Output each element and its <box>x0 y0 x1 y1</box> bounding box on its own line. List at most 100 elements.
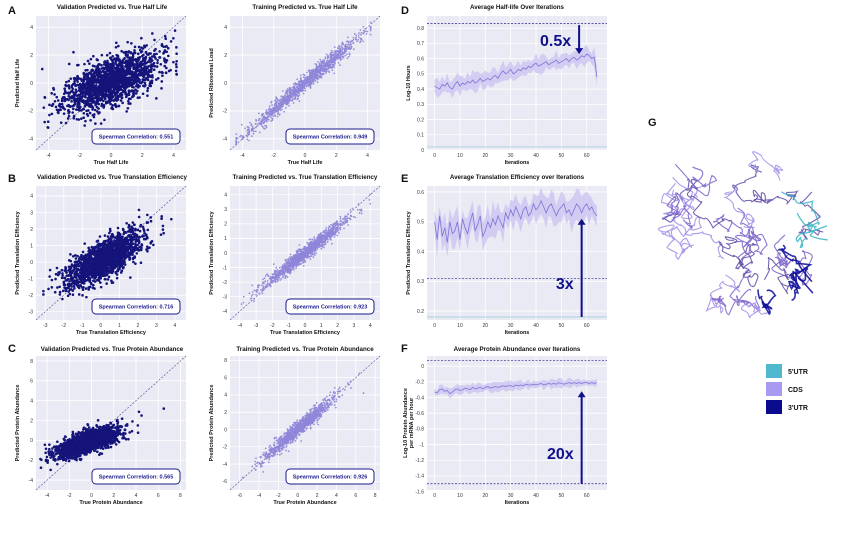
scatter-point <box>310 76 313 79</box>
scatter-point <box>346 36 349 39</box>
scatter-point <box>116 98 120 101</box>
scatter-point <box>98 235 102 238</box>
scatter-point <box>43 120 46 124</box>
scatter-point <box>149 84 153 88</box>
chart-title: Training Predicted vs. True Half Life <box>252 4 358 11</box>
scatter-point <box>346 57 349 60</box>
scatter-point <box>276 99 279 101</box>
scatter-point <box>280 95 282 98</box>
scatter-point <box>300 77 302 80</box>
scatter-point <box>275 101 277 104</box>
x-tick-label: 4 <box>173 323 176 329</box>
scatter-point <box>127 223 131 227</box>
scatter-point <box>56 99 60 102</box>
scatter-point <box>250 124 252 127</box>
scatter-point <box>338 56 340 59</box>
scatter-point <box>312 73 315 76</box>
scatter-point <box>114 76 118 79</box>
scatter-point <box>89 72 92 75</box>
scatter-point <box>60 276 64 280</box>
scatter-point <box>266 279 269 282</box>
scatter-point <box>304 78 307 81</box>
scatter-point <box>128 79 132 83</box>
panel-letter: F <box>401 343 408 355</box>
scatter-point <box>282 97 285 100</box>
scatter-point <box>149 64 152 67</box>
scatter-point <box>129 56 133 60</box>
scatter-point <box>76 254 79 258</box>
x-tick-label: 3 <box>155 323 158 329</box>
scatter-point <box>97 63 100 66</box>
scatter-point <box>325 71 327 74</box>
y-tick-label: 4 <box>30 25 33 31</box>
scatter-point <box>73 279 77 283</box>
scatter-point <box>58 293 62 296</box>
scatter-point <box>133 45 137 49</box>
scatter-point <box>285 100 287 103</box>
scatter-point <box>108 246 112 250</box>
scatter-point <box>324 57 327 60</box>
y-axis-label-line: Predicted Translation Efficiency <box>15 210 21 294</box>
scatter-point <box>90 249 94 253</box>
scatter-point <box>265 120 268 123</box>
scatter-point <box>84 119 87 123</box>
scatter-point <box>266 113 268 116</box>
scatter-point <box>158 50 161 53</box>
scatter-point <box>346 45 349 48</box>
scatter-point <box>115 53 119 57</box>
scatter-point <box>309 72 311 75</box>
scatter-point <box>81 258 85 261</box>
scatter-point <box>250 135 253 138</box>
scatter-point <box>159 233 163 236</box>
scatter-point <box>342 52 345 55</box>
scatter-point <box>295 86 298 89</box>
x-tick-label: 2 <box>335 153 338 159</box>
y-tick-label: -4 <box>223 137 228 143</box>
scatter-point <box>101 79 104 83</box>
scatter-point <box>88 99 92 103</box>
scatter-point <box>362 40 365 43</box>
scatter-point <box>91 275 95 279</box>
scatter-point <box>96 100 100 103</box>
scatter-point <box>68 105 72 108</box>
scatter-point <box>121 101 124 105</box>
scatter-point <box>91 113 95 117</box>
scatter-point <box>122 51 126 54</box>
scatter-point <box>274 99 277 101</box>
scatter-point <box>105 53 109 57</box>
scatter-point <box>112 261 116 265</box>
scatter-point <box>263 127 265 130</box>
scatter-point <box>48 113 51 117</box>
scatter-point <box>112 71 115 75</box>
scatter-point <box>260 113 263 116</box>
x-tick-label: -2 <box>270 323 275 329</box>
scatter-point <box>235 140 238 143</box>
scatter-point <box>267 111 270 114</box>
scatter-point <box>331 69 334 72</box>
scatter-point <box>283 110 286 113</box>
scatter-point <box>288 104 290 107</box>
scatter-point <box>97 107 100 110</box>
scatter-point <box>69 274 73 278</box>
scatter-point <box>149 241 153 244</box>
scatter-point <box>278 113 281 116</box>
scatter-point <box>106 251 109 255</box>
scatter-point <box>79 77 83 81</box>
scatter-point <box>294 97 297 100</box>
scatter-point <box>121 85 124 89</box>
scatter-point <box>111 61 115 64</box>
scatter-point <box>365 33 368 35</box>
scatter-point <box>93 280 97 283</box>
scatter-point <box>141 225 145 229</box>
scatter-point <box>135 80 138 84</box>
scatter-point <box>151 63 155 66</box>
scatter-point <box>302 92 305 95</box>
x-tick-label: 0 <box>99 323 102 329</box>
scatter-point <box>304 87 306 90</box>
scatter-point <box>276 108 279 110</box>
scatter-point <box>82 87 85 90</box>
scatter-point <box>276 110 279 113</box>
scatter-point <box>65 80 68 84</box>
scatter-point <box>139 261 143 265</box>
